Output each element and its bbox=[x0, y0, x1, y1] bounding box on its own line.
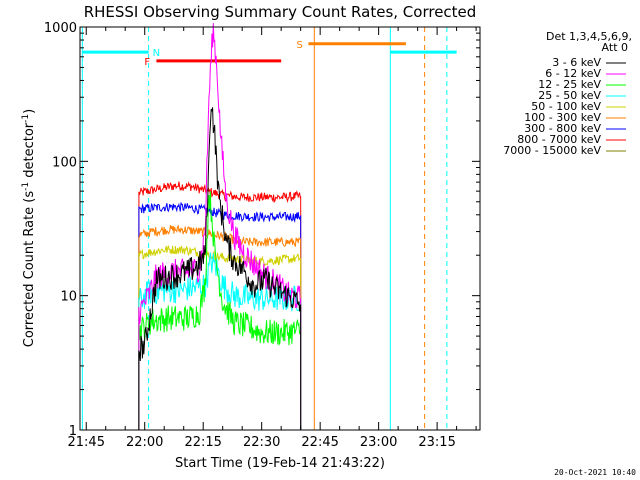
flag-label-f: F bbox=[144, 57, 150, 68]
plot-frame bbox=[79, 26, 481, 431]
y-axis-label-sup1: -1 bbox=[21, 182, 31, 191]
legend-label-300-800-kev: 300 - 800 keV bbox=[524, 122, 601, 135]
legend-label-100-300-kev: 100 - 300 keV bbox=[524, 111, 601, 124]
series-line-12-25-kev bbox=[138, 191, 302, 430]
footer-date: 20-Oct-2021 10:40 bbox=[554, 468, 636, 477]
y-axis-label-sup2: -1 bbox=[21, 114, 31, 123]
x-tick-label-2: 22:00 bbox=[126, 435, 163, 450]
x-tick-label-6: 23:00 bbox=[360, 435, 397, 450]
legend-label-800-7000-kev: 800 - 7000 keV bbox=[517, 133, 601, 146]
series-line-300-800-kev bbox=[138, 202, 302, 430]
legend-label-50-100-kev: 50 - 100 keV bbox=[531, 100, 601, 113]
legend-label-25-50-kev: 25 - 50 keV bbox=[538, 89, 601, 102]
y-axis-label-mid: detector bbox=[22, 122, 37, 182]
x-tick-label-3: 22:15 bbox=[184, 435, 221, 450]
series-line-100-300-kev bbox=[138, 224, 302, 430]
x-tick-label-5: 22:45 bbox=[301, 435, 338, 450]
y-tick-label-1: 1 bbox=[69, 424, 77, 439]
legend-header-line-2: Att 0 bbox=[602, 41, 628, 54]
chart-title: RHESSI Observing Summary Count Rates, Co… bbox=[84, 3, 477, 21]
flag-label-s: S bbox=[296, 40, 302, 51]
series-line-3-6-kev bbox=[138, 107, 302, 430]
y-axis-label-end: ) bbox=[22, 109, 37, 114]
x-axis-label: Start Time (19-Feb-14 21:43:22) bbox=[175, 456, 385, 471]
legend-label-6-12-kev: 6 - 12 keV bbox=[545, 67, 601, 80]
y-axis-label: Corrected Count Rate (s-1 detector-1) bbox=[21, 109, 37, 347]
y-axis-label-main: Corrected Count Rate (s bbox=[22, 191, 37, 348]
x-tick-label-1: 21:45 bbox=[68, 435, 105, 450]
y-axis: 1 10 100 1000 bbox=[44, 21, 480, 439]
series-line-50-100-kev bbox=[138, 245, 302, 430]
y-tick-label-2: 10 bbox=[60, 290, 77, 305]
legend-label-7000-15000-kev: 7000 - 15000 keV bbox=[503, 144, 601, 157]
series-line-800-7000-kev bbox=[138, 181, 302, 430]
flag-label-n: N bbox=[153, 48, 160, 59]
plot-content: NF S bbox=[81, 23, 457, 430]
x-axis: 21:45 22:00 22:15 22:30 22:45 23:00 23:15 bbox=[68, 27, 477, 450]
y-tick-label-4: 1000 bbox=[44, 21, 77, 36]
legend-header-line-1: Det 1,3,4,5,6,9, bbox=[546, 30, 632, 43]
y-tick-label-3: 100 bbox=[52, 155, 77, 170]
series-line-25-50-kev bbox=[138, 252, 302, 430]
x-tick-label-7: 23:15 bbox=[418, 435, 455, 450]
legend-label-3-6-kev: 3 - 6 keV bbox=[552, 56, 601, 69]
x-tick-label-4: 22:30 bbox=[243, 435, 280, 450]
legend-label-12-25-kev: 12 - 25 keV bbox=[538, 78, 601, 91]
